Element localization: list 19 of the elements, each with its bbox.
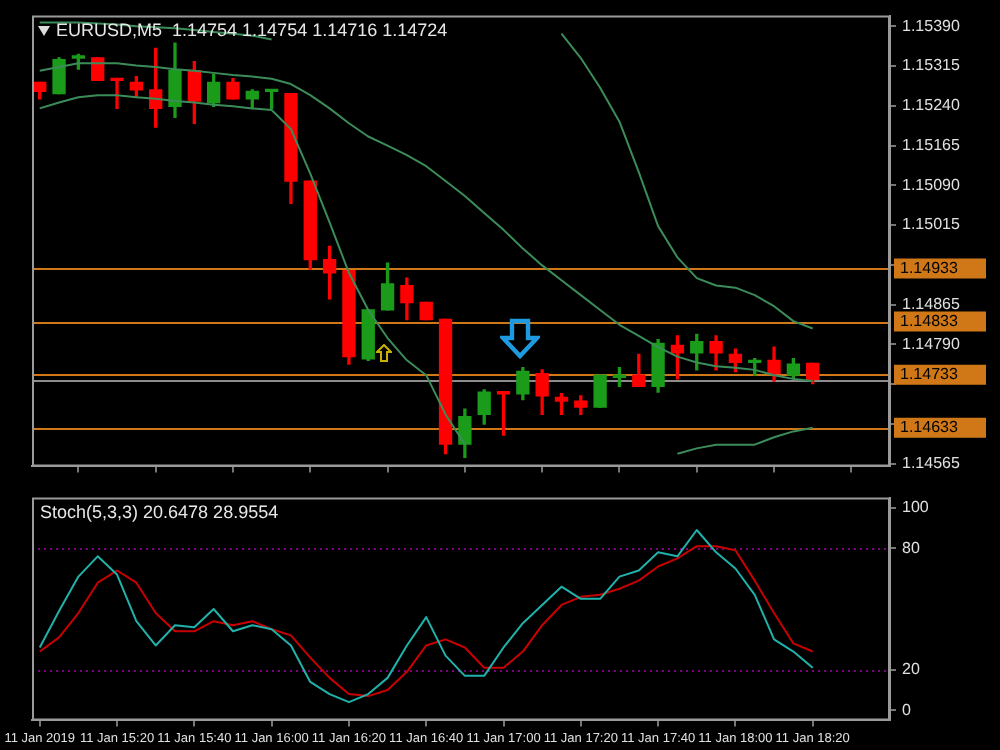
y-tick-label: 100 — [902, 498, 930, 517]
candlestick — [110, 77, 124, 110]
y-tick-label: 0 — [902, 700, 912, 719]
y-tick-label: 1.14865 — [902, 295, 961, 314]
y-tick-label: 1.15015 — [902, 215, 961, 234]
y-tick-label: 1.15090 — [902, 175, 961, 194]
y-tick-label: 1.15390 — [902, 16, 961, 35]
y-tick-label: 1.14790 — [902, 334, 961, 353]
ref-line-label: 1.14633 — [900, 418, 959, 437]
ref-line-label: 1.14733 — [900, 365, 959, 384]
ref-line-label: 1.14833 — [900, 312, 959, 331]
y-tick-label: 1.15165 — [902, 135, 961, 154]
chart-title: Stoch(5,3,3) 20.6478 28.9554 — [40, 501, 279, 524]
ref-line-label: 1.14933 — [900, 258, 959, 277]
y-tick-label: 1.15240 — [902, 96, 961, 115]
y-tick-label: 1.14565 — [902, 454, 961, 473]
y-tick-label: 1.15315 — [902, 56, 961, 75]
y-tick-label: 80 — [902, 538, 921, 557]
y-tick-label: 20 — [902, 660, 921, 679]
